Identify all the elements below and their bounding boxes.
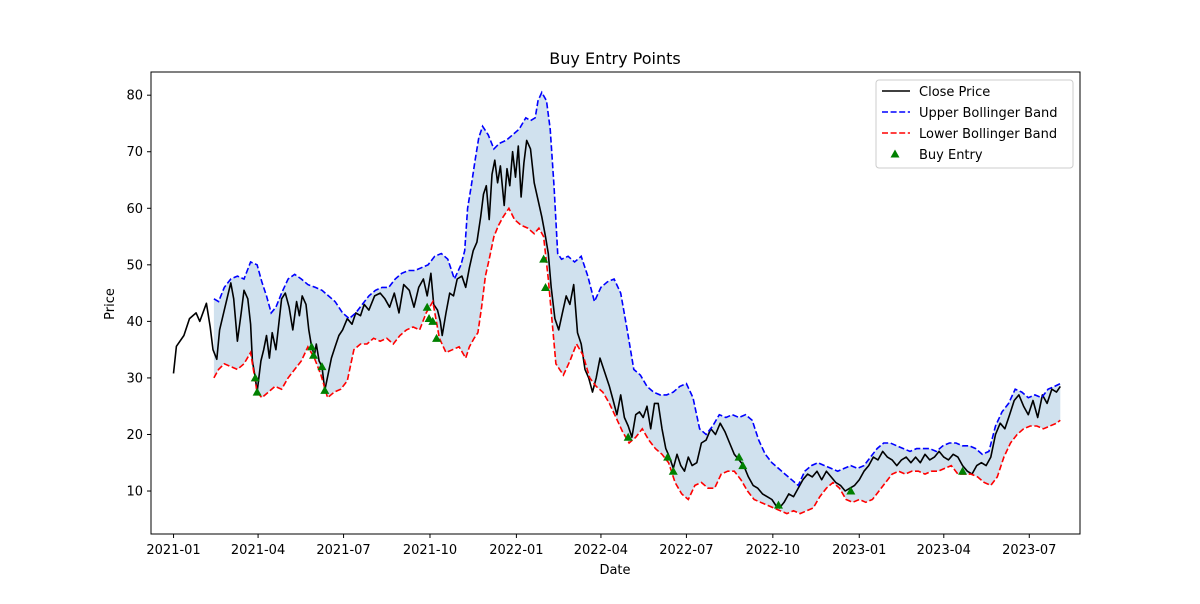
legend-label-lower-bollinger-band: Lower Bollinger Band [919,127,1057,142]
x-tick-label: 2022-04 [574,543,628,558]
buy-entry-marker [738,461,748,470]
bollinger-band-fill [213,92,1061,514]
buy-entry-marker [958,466,968,475]
close-price-line [172,139,1061,509]
legend-swatch-buy-entry [890,149,900,158]
x-tick-label: 2022-10 [746,543,800,558]
y-tick-label: 40 [126,315,143,330]
buy-entry-marker [422,302,432,311]
chart-title: Buy Entry Points [549,49,680,68]
buy-entry-marker [541,282,551,291]
x-tick-label: 2023-04 [917,543,971,558]
buy-entry-marker [734,452,744,461]
axes-layer: 10 20 30 40 50 60 70 80 2021-01 2021-04 2021-07 202… [126,71,1081,558]
x-tick-label: 2021-01 [146,543,200,558]
x-tick-label: 2021-07 [316,543,370,558]
y-tick-label: 30 [126,371,143,386]
buy-entry-marker [773,500,783,509]
buy-entry-marker [846,486,856,495]
buy-entry-marker [539,254,549,263]
x-tick-label: 2021-10 [403,543,457,558]
legend: Close Price Upper Bollinger Band Lower Bol… [875,79,1074,169]
buy-entry-marker [663,452,673,461]
buy-entry-marker [317,362,327,371]
upper-band-line [213,90,1061,487]
buy-entry-marker [320,385,330,394]
y-tick-label: 20 [126,428,143,443]
buy-entry-marker [250,373,260,382]
y-tick-label: 50 [126,258,143,273]
y-tick-label: 60 [126,202,143,217]
plot-area [172,90,1061,515]
buy-entry-marker [252,387,262,396]
buy-entry-marker [432,333,442,342]
y-tick-label: 10 [126,485,143,500]
buy-entry-marker [309,350,319,359]
legend-label-buy-entry: Buy Entry [919,148,983,163]
x-tick-label: 2021-04 [231,543,285,558]
y-tick-label: 80 [126,89,143,104]
buy-entry-marker [307,342,317,351]
y-tick-label: 70 [126,145,143,160]
legend-label-upper-bollinger-band: Upper Bollinger Band [919,106,1058,121]
y-axis-label: Price [103,288,118,320]
axes-frame [150,71,1081,535]
x-tick-label: 2023-07 [1002,543,1056,558]
legend-box [875,79,1074,169]
legend-label-close-price: Close Price [919,85,990,100]
buy-entry-marker [428,316,438,325]
x-tick-label: 2022-07 [659,543,713,558]
x-axis-label: Date [599,563,630,578]
x-tick-label: 2023-01 [832,543,886,558]
buy-entry-marker [623,432,633,441]
lower-band-line [213,206,1061,515]
buy-entry-marker [668,466,678,475]
x-tick-label: 2022-01 [489,543,543,558]
